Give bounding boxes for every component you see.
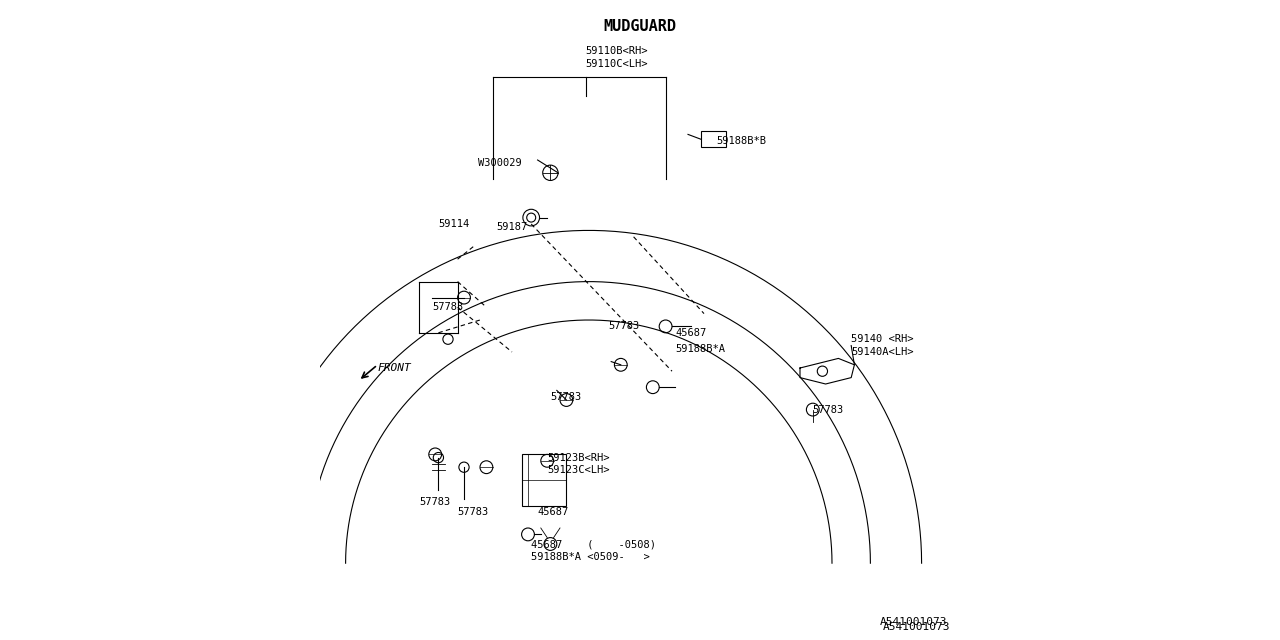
Text: 59123B<RH>
59123C<LH>: 59123B<RH> 59123C<LH> (548, 453, 609, 475)
Text: 59114: 59114 (438, 219, 470, 229)
Text: 57783: 57783 (608, 321, 639, 332)
Text: MUDGUARD: MUDGUARD (603, 19, 677, 34)
Text: 59110B<RH>
59110C<LH>: 59110B<RH> 59110C<LH> (585, 47, 648, 69)
Text: 45687: 45687 (538, 507, 568, 517)
Text: 59188B*A: 59188B*A (676, 344, 726, 354)
Text: 59188B*B: 59188B*B (717, 136, 767, 146)
Text: 57783: 57783 (420, 497, 451, 508)
Text: 57783: 57783 (458, 507, 489, 517)
Bar (522, 454, 566, 506)
Text: 57783: 57783 (813, 404, 844, 415)
Text: 45687: 45687 (676, 328, 707, 338)
Bar (701, 131, 727, 147)
Text: 59140 <RH>
59140A<LH>: 59140 <RH> 59140A<LH> (851, 334, 914, 357)
Text: W300029: W300029 (477, 158, 522, 168)
Text: FRONT: FRONT (378, 363, 411, 373)
Text: 45687    (    -0508)
59188B*A <0509-   >: 45687 ( -0508) 59188B*A <0509- > (531, 539, 657, 562)
Text: 59187: 59187 (497, 222, 527, 232)
Text: 57783: 57783 (550, 392, 581, 402)
Text: 57783: 57783 (433, 302, 463, 312)
Text: A541001073: A541001073 (883, 622, 951, 632)
Text: A541001073: A541001073 (879, 617, 947, 627)
